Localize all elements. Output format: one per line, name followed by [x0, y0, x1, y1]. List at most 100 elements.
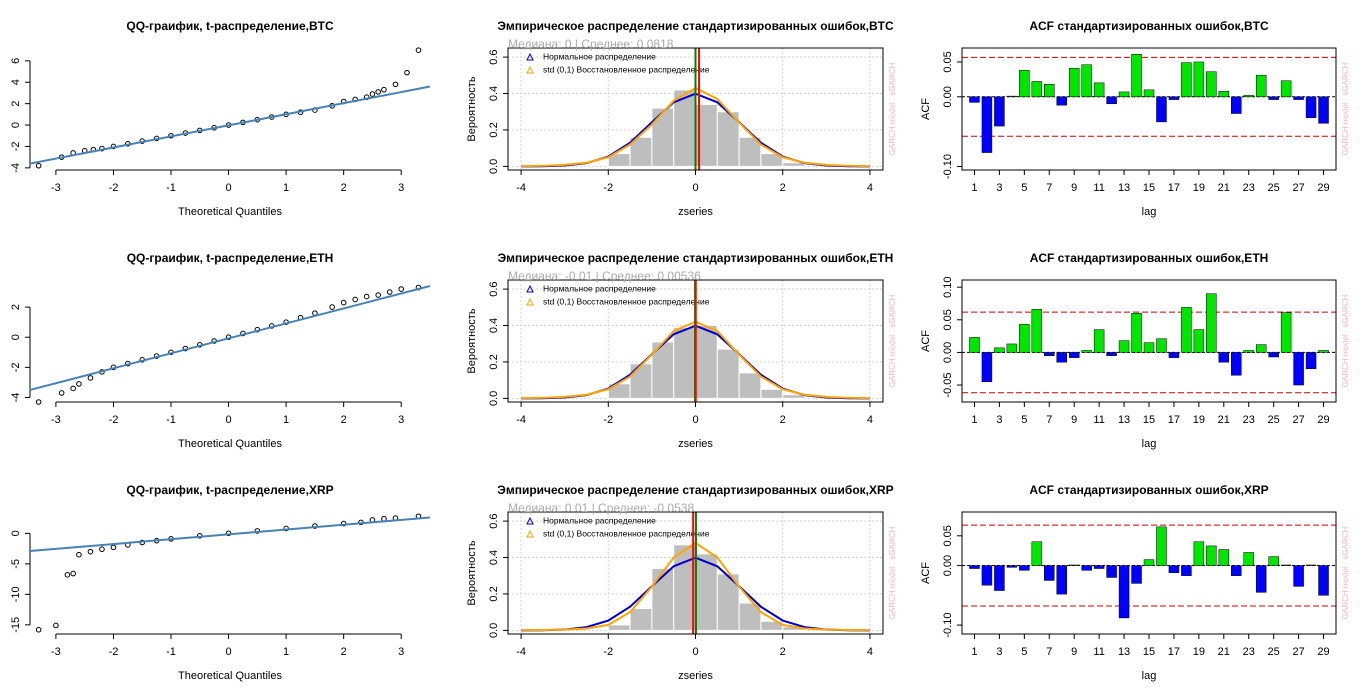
- x-tick-label: 7: [1046, 414, 1052, 426]
- x-tick-label: 7: [1046, 182, 1052, 194]
- acf-bar: [1218, 352, 1230, 363]
- acf-bar: [1156, 338, 1167, 353]
- legend-label: std (0,1) Восстановленное распределение: [543, 296, 710, 306]
- y-tick-label: 0.2: [488, 586, 500, 601]
- qq-point: [70, 570, 76, 577]
- acf-bar: [1006, 95, 1018, 98]
- acf-bar: [1206, 71, 1217, 98]
- x-tick-label: 5: [1021, 414, 1027, 426]
- acf-bar: [1019, 324, 1030, 353]
- x-tick-label: 9: [1071, 414, 1077, 426]
- chart-title: QQ-граифик, t-распределение,XRP: [126, 483, 333, 497]
- x-tick-label: 15: [1143, 182, 1155, 194]
- histogram-bar: [760, 153, 784, 167]
- x-tick-label: 19: [1193, 182, 1205, 194]
- x-tick-label: 5: [1021, 646, 1027, 658]
- x-tick-label: 2: [780, 414, 786, 426]
- x-axis-label: lag: [1142, 670, 1157, 682]
- x-tick-label: 1: [283, 414, 289, 426]
- y-tick-label: 0: [10, 122, 22, 128]
- x-tick-label: -1: [166, 182, 176, 194]
- histogram-bar: [738, 136, 762, 167]
- qq-point: [35, 162, 42, 169]
- qq-point: [329, 304, 335, 310]
- acf-bar: [1293, 565, 1304, 587]
- x-tick-label: 11: [1093, 182, 1104, 194]
- x-tick-label: -2: [603, 182, 613, 194]
- acf-bar: [1231, 565, 1242, 576]
- x-tick-label: 3: [996, 182, 1002, 194]
- acf-bar: [1243, 350, 1254, 353]
- acf-bar: [1280, 312, 1292, 353]
- y-tick-label: 0.6: [488, 49, 500, 64]
- acf-bar: [1093, 565, 1105, 569]
- acf-bar: [1305, 352, 1317, 369]
- x-axis-label: Theoretical Quantiles: [178, 670, 282, 682]
- histogram-bar: [760, 388, 784, 399]
- legend-marker: [526, 529, 534, 538]
- x-tick-label: 25: [1268, 414, 1280, 426]
- x-tick-label: -2: [603, 414, 613, 426]
- legend-marker: [526, 297, 534, 306]
- x-tick-label: 27: [1292, 182, 1304, 194]
- x-tick-label: 2: [780, 646, 786, 658]
- x-tick-label: 0: [692, 646, 698, 658]
- y-tick-label: 0.4: [488, 86, 500, 101]
- x-tick-label: -4: [516, 646, 526, 658]
- x-tick-label: 25: [1268, 646, 1280, 658]
- y-tick-label: 2: [10, 101, 22, 107]
- acf-bar: [1081, 350, 1092, 353]
- x-tick-label: -2: [109, 646, 119, 658]
- x-tick-label: 21: [1218, 182, 1230, 194]
- qq-point: [76, 551, 82, 558]
- legend-label: std (0,1) Восстановленное распределение: [543, 64, 710, 74]
- y-tick-label: -0.10: [942, 613, 954, 638]
- x-tick-label: 23: [1243, 646, 1255, 658]
- chart-title: ACF стандартизированных ошибок,BTC: [1029, 19, 1269, 33]
- qq-point: [340, 299, 347, 306]
- x-tick-label: 7: [1046, 646, 1052, 658]
- qq-point: [375, 89, 382, 95]
- acf-bar: [1006, 565, 1018, 568]
- y-tick-label: -0.05: [942, 372, 954, 397]
- legend-marker: [526, 52, 534, 61]
- acf-bar: [1231, 352, 1242, 376]
- acf-bar: [1118, 565, 1130, 619]
- qq-point: [76, 381, 82, 387]
- acf-bar: [1218, 549, 1230, 566]
- acf-bar: [1093, 82, 1105, 98]
- x-tick-label: -2: [603, 646, 613, 658]
- acf-bar: [1156, 96, 1167, 123]
- acf-bar: [1019, 70, 1030, 98]
- y-tick-label: 0.0: [488, 391, 500, 406]
- chart-title: ACF стандартизированных ошибок,XRP: [1029, 483, 1268, 497]
- x-tick-label: 2: [341, 646, 347, 658]
- y-tick-label: -2: [10, 142, 22, 152]
- subtitle: Медиана: 0 | Среднее: 0.0818: [508, 37, 674, 51]
- side-note: GARCH model : sGARCH: [888, 527, 897, 620]
- y-tick-label: 0.2: [488, 122, 500, 137]
- legend-marker: [526, 516, 534, 525]
- acf-bar: [1318, 565, 1329, 596]
- qq-point: [99, 546, 105, 553]
- acf-bar: [1305, 96, 1317, 118]
- acf-bar: [1280, 564, 1292, 566]
- acf-bar: [1255, 74, 1267, 98]
- side-note: GARCH model : sGARCH: [888, 63, 897, 156]
- x-tick-label: 11: [1093, 646, 1104, 658]
- y-tick-label: 0.6: [488, 513, 500, 528]
- acf-bar: [1280, 80, 1292, 98]
- chart-title: Эмпирическое распределение стандартизиро…: [498, 251, 894, 265]
- acf-bar: [994, 96, 1005, 127]
- x-tick-label: 0: [225, 182, 231, 194]
- y-tick-label: -5: [10, 559, 22, 569]
- y-axis-label: ACF: [920, 98, 932, 120]
- x-tick-label: 2: [341, 182, 347, 194]
- y-tick-label: -4: [10, 393, 22, 403]
- acf-bar: [1031, 81, 1043, 98]
- acf-bar: [1118, 91, 1130, 98]
- y-tick-label: 6: [10, 58, 22, 64]
- x-tick-label: 1: [971, 182, 977, 194]
- legend-label: Нормальное распределение: [543, 515, 656, 525]
- histogram-bar: [716, 573, 740, 631]
